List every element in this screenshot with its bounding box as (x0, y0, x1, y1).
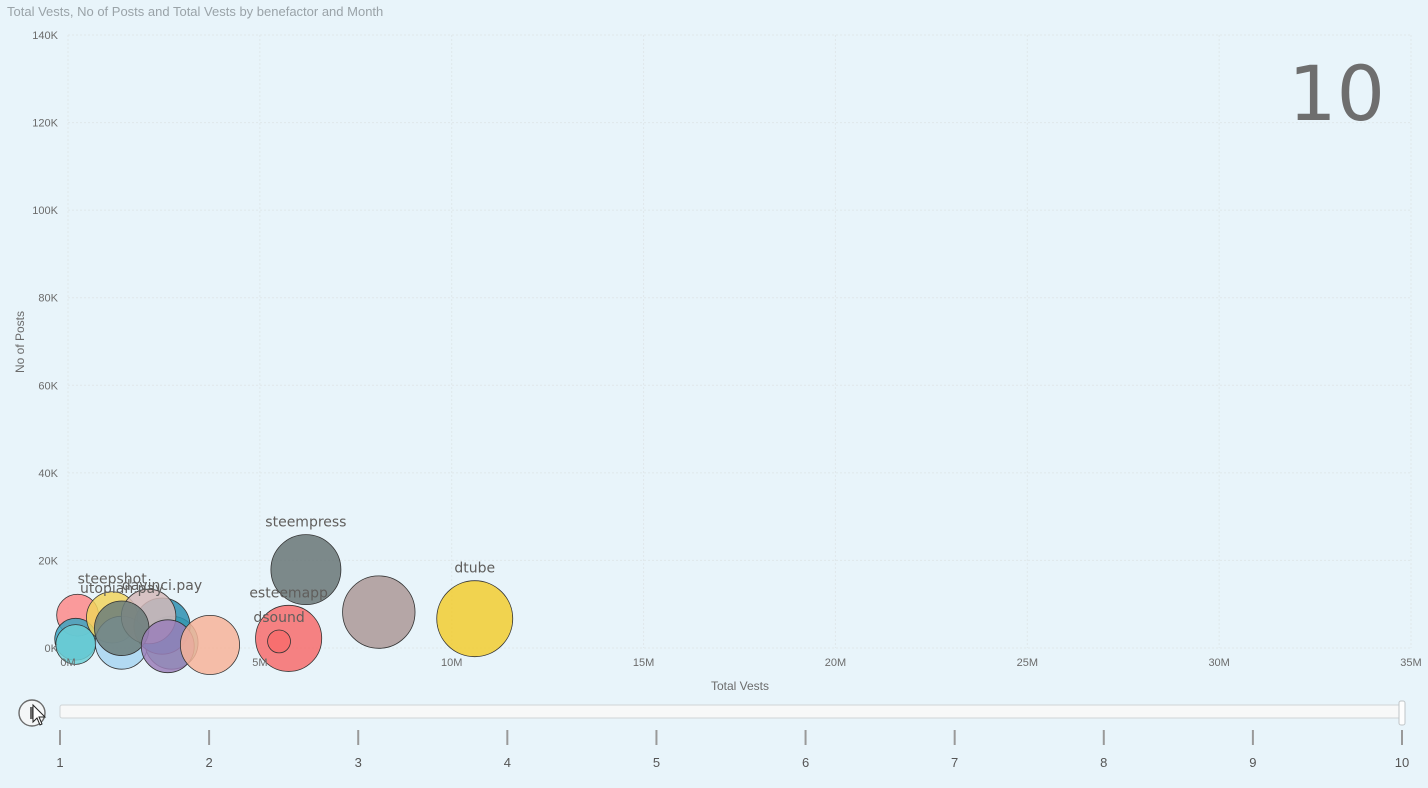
x-tick-label: 25M (1017, 657, 1038, 669)
play-axis-label[interactable]: 8 (1100, 755, 1107, 770)
play-axis-label[interactable]: 2 (205, 755, 212, 770)
play-axis-label[interactable]: 5 (653, 755, 660, 770)
play-axis-label[interactable]: 6 (802, 755, 809, 770)
play-axis-label[interactable]: 4 (504, 755, 511, 770)
x-axis-ticks: 0M 5M 10M 15M 20M 25M 30M 35M (60, 657, 1421, 669)
y-axis-ticks: 0K 20K 40K 60K 80K 100K 120K 140K (32, 30, 58, 655)
x-tick-label: 35M (1400, 657, 1421, 669)
x-tick-label: 20M (825, 657, 846, 669)
y-tick-label: 60K (38, 380, 58, 392)
bubble-label: davinci.pay (122, 578, 202, 594)
x-tick-label: 0M (60, 657, 75, 669)
play-axis-label[interactable]: 1 (56, 755, 63, 770)
frame-number: 10 (1288, 49, 1385, 138)
play-icon (30, 707, 34, 719)
bubble-label: dsound (253, 610, 304, 626)
play-axis-ticks: 1 2 3 4 5 6 7 8 9 10 (56, 730, 1409, 770)
bubble-label: dtube (454, 561, 495, 577)
bubble-point[interactable] (267, 629, 291, 654)
bubble-label: steempress (265, 515, 346, 531)
bubble-point[interactable] (270, 534, 342, 606)
y-tick-label: 20K (38, 555, 58, 567)
bubble-layer (54, 534, 514, 675)
chart-title: Total Vests, No of Posts and Total Vests… (7, 4, 384, 19)
play-axis-label[interactable]: 3 (355, 755, 362, 770)
x-tick-label: 10M (441, 657, 462, 669)
bubble-point[interactable] (94, 600, 150, 656)
play-axis-label[interactable]: 7 (951, 755, 958, 770)
y-tick-label: 140K (32, 30, 58, 42)
y-axis-title: No of Posts (13, 311, 27, 373)
x-tick-label: 30M (1208, 657, 1229, 669)
bubble-point[interactable] (436, 580, 514, 658)
play-axis-track[interactable] (59, 704, 1403, 719)
bubble-point[interactable] (342, 575, 416, 649)
y-tick-label: 0K (45, 643, 59, 655)
x-axis-title: Total Vests (711, 679, 769, 693)
bubble-label: steepshot (78, 572, 148, 588)
y-tick-label: 40K (38, 468, 58, 480)
play-axis-handle[interactable] (1398, 700, 1406, 726)
bubble-label: esteemapp (249, 585, 328, 601)
y-tick-label: 100K (32, 205, 58, 217)
mouse-cursor-icon (32, 703, 47, 726)
y-tick-label: 120K (32, 118, 58, 130)
play-axis-label[interactable]: 10 (1395, 755, 1409, 770)
play-axis-label[interactable]: 9 (1249, 755, 1256, 770)
x-tick-label: 15M (633, 657, 654, 669)
y-tick-label: 80K (38, 293, 58, 305)
x-tick-label: 5M (252, 657, 267, 669)
bubble-point[interactable] (179, 614, 240, 675)
gridlines (67, 34, 1412, 649)
bubble-label: utopian.pay (80, 581, 163, 597)
